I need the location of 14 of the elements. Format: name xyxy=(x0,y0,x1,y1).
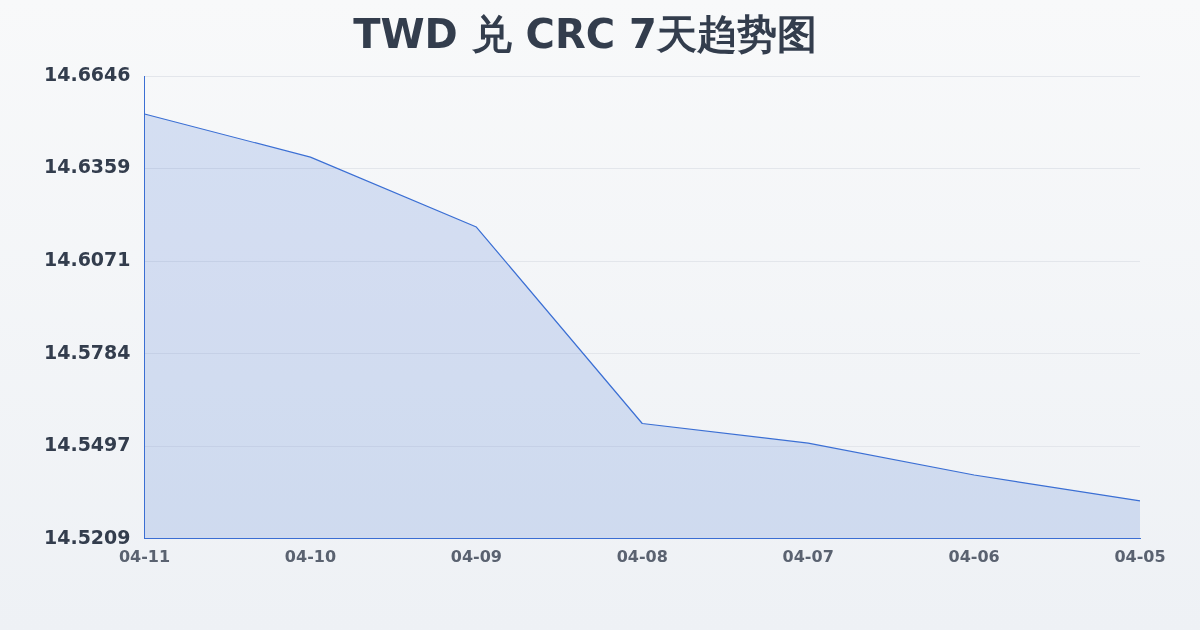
y-tick-label: 14.6359 xyxy=(43,155,131,178)
y-tick-label: 14.5497 xyxy=(43,432,131,455)
x-tick-label: 04-07 xyxy=(782,546,834,566)
y-tick-label: 14.5784 xyxy=(43,340,131,363)
x-tick-label: 04-09 xyxy=(450,546,502,566)
x-tick-label: 04-10 xyxy=(284,546,337,566)
x-tick-label: 04-08 xyxy=(616,546,668,566)
x-tick-label: 04-06 xyxy=(948,546,1000,566)
y-tick-label: 14.6646 xyxy=(43,62,131,85)
x-tick-label: 04-05 xyxy=(1114,546,1166,566)
y-tick-label: 14.5209 xyxy=(43,525,131,548)
x-tick-label: 04-11 xyxy=(118,546,171,566)
y-tick-label: 14.6071 xyxy=(43,248,131,271)
chart-title: TWD 兑 CRC 7天趋势图 xyxy=(353,11,817,58)
